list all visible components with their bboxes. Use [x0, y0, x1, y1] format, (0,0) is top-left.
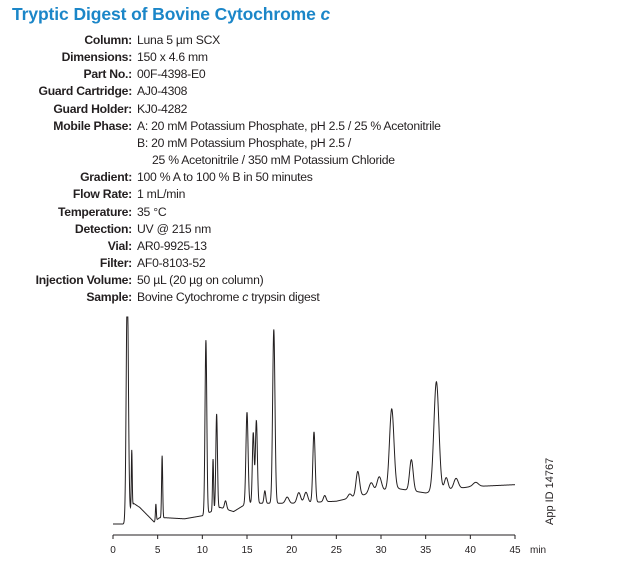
condition-label: Guard Cartridge: — [38, 84, 132, 99]
condition-value: KJ0-4282 — [137, 101, 188, 116]
x-tick-label: 20 — [286, 545, 298, 556]
condition-flow-rate: Flow Rate: 1 mL/min — [0, 186, 441, 203]
condition-temperature: Temperature: 35 °C — [0, 204, 441, 221]
x-tick-label: 10 — [197, 545, 209, 556]
condition-label: Detection: — [74, 221, 132, 236]
condition-filter: Filter: AF0-8103-52 — [0, 255, 441, 272]
condition-vial: Vial: AR0-9925-13 — [0, 238, 441, 255]
chart-title: Tryptic Digest of Bovine Cytochrome c — [12, 4, 330, 25]
condition-value: 25 % Acetonitrile / 350 mM Potassium Chl… — [152, 153, 395, 168]
condition-value: A: 20 mM Potassium Phosphate, pH 2.5 / 2… — [137, 118, 441, 133]
condition-value: B: 20 mM Potassium Phosphate, pH 2.5 / — [137, 135, 352, 150]
condition-value: UV @ 215 nm — [137, 221, 211, 236]
condition-label: Dimensions: — [61, 50, 133, 65]
condition-column: Column: Luna 5 µm SCX — [0, 32, 441, 49]
condition-value: 35 °C — [137, 204, 167, 219]
conditions-list: Column: Luna 5 µm SCX Dimensions: 150 x 4.… — [0, 32, 441, 307]
x-axis-ticks: 0 5 10 15 20 25 30 35 40 45 — [110, 535, 521, 556]
x-tick-label: 35 — [420, 545, 432, 556]
condition-guard-cartridge: Guard Cartridge: AJ0-4308 — [0, 83, 441, 100]
condition-label: Sample: — [86, 290, 132, 305]
x-tick-label: 40 — [465, 545, 477, 556]
condition-value: AJ0-4308 — [137, 84, 188, 99]
x-tick-label: 0 — [110, 545, 116, 556]
sample-suffix: trypsin digest — [248, 290, 320, 305]
x-axis-label: min — [530, 545, 546, 556]
condition-value: 150 x 4.6 mm — [137, 50, 208, 65]
app-id: App ID 14767 — [544, 458, 556, 525]
condition-value: Bovine Cytochrome c trypsin digest — [137, 289, 320, 306]
x-tick-label: 30 — [375, 545, 387, 556]
condition-label: Temperature: — [58, 204, 132, 219]
condition-gradient: Gradient: 100 % A to 100 % B in 50 minute… — [0, 169, 441, 186]
chromatogram-trace — [113, 316, 516, 525]
title-italic: c — [320, 4, 331, 24]
condition-value: 50 µL (20 µg on column) — [137, 273, 264, 288]
condition-value: Luna 5 µm SCX — [137, 33, 221, 47]
condition-label: Filter: — [99, 256, 132, 271]
condition-guard-holder: Guard Holder: KJ0-4282 — [0, 101, 441, 118]
condition-value: 00F-4398-E0 — [137, 67, 206, 82]
sample-italic: c — [242, 290, 249, 305]
condition-detection: Detection: UV @ 215 nm — [0, 221, 441, 238]
title-text: Tryptic Digest of Bovine Cytochrome — [12, 4, 321, 24]
x-tick-label: 5 — [155, 545, 161, 556]
x-tick-label: 15 — [241, 545, 253, 556]
condition-mobile-phase-b-cont: 25 % Acetonitrile / 350 mM Potassium Chl… — [0, 152, 441, 169]
condition-value: 1 mL/min — [137, 187, 186, 202]
condition-label: Guard Holder: — [53, 101, 132, 116]
condition-mobile-phase-b: B: 20 mM Potassium Phosphate, pH 2.5 / — [0, 135, 441, 152]
condition-value: 100 % A to 100 % B in 50 minutes — [137, 170, 313, 185]
condition-part-no: Part No.: 00F-4398-E0 — [0, 66, 441, 83]
x-tick-label: 25 — [331, 545, 343, 556]
x-tick-label: 45 — [509, 545, 521, 556]
condition-label: Injection Volume: — [35, 273, 133, 288]
condition-dimensions: Dimensions: 150 x 4.6 mm — [0, 49, 441, 66]
condition-sample: Sample: Bovine Cytochrome c trypsin diges… — [0, 289, 441, 306]
sample-text: Bovine Cytochrome — [137, 290, 243, 305]
condition-label: Column: — [84, 33, 132, 47]
condition-label: Gradient: — [80, 170, 132, 185]
condition-value: AF0-8103-52 — [137, 256, 206, 271]
condition-injection-volume: Injection Volume: 50 µL (20 µg on column) — [0, 272, 441, 289]
condition-label: Mobile Phase: — [53, 118, 132, 133]
condition-label: Vial: — [107, 238, 133, 253]
condition-label: Flow Rate: — [72, 187, 132, 202]
condition-mobile-phase: Mobile Phase: A: 20 mM Potassium Phosphat… — [0, 118, 441, 135]
condition-label: Part No.: — [83, 67, 132, 82]
condition-value: AR0-9925-13 — [137, 238, 207, 253]
